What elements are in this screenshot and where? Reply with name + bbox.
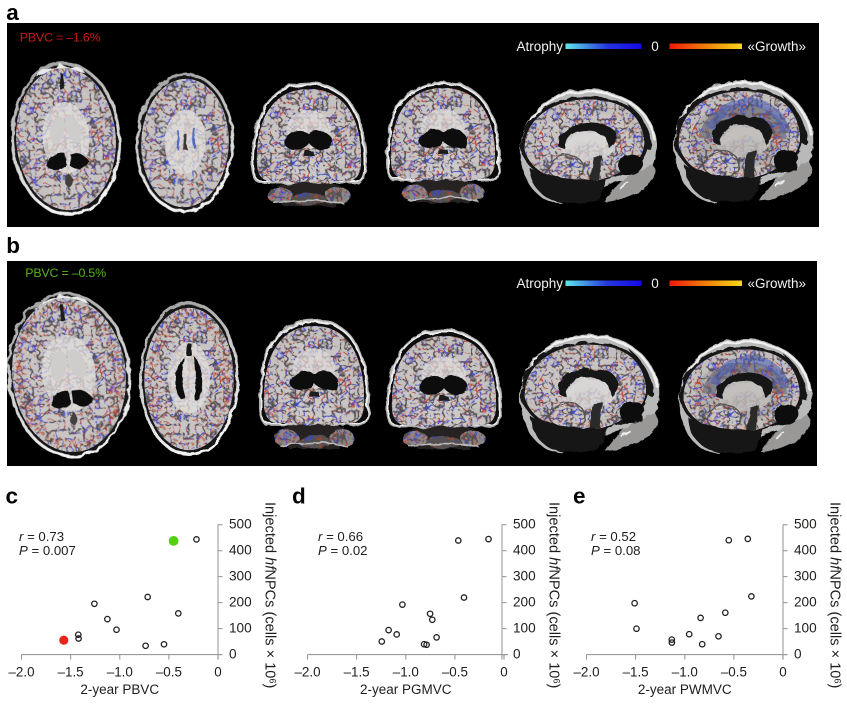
svg-text:–1.5: –1.5 — [58, 665, 84, 680]
svg-text:300: 300 — [794, 569, 817, 584]
svg-text:PBVC = –0.5%: PBVC = –0.5% — [25, 266, 106, 280]
svg-text:Atrophy: Atrophy — [516, 276, 563, 291]
svg-text:a: a — [6, 0, 19, 25]
svg-text:–0.5: –0.5 — [721, 665, 747, 680]
svg-text:Injected hfNPCs (cells × 106): Injected hfNPCs (cells × 106) — [827, 502, 843, 688]
svg-text:100: 100 — [513, 621, 536, 636]
svg-text:100: 100 — [229, 621, 252, 636]
svg-text:2-year PBVC: 2-year PBVC — [80, 682, 159, 697]
svg-text:0: 0 — [214, 665, 221, 680]
svg-text:2-year PGMVC: 2-year PGMVC — [360, 682, 452, 697]
svg-text:400: 400 — [794, 543, 817, 558]
svg-text:e: e — [573, 484, 586, 509]
svg-text:0: 0 — [229, 647, 237, 662]
svg-text:r = 0.66: r = 0.66 — [318, 529, 363, 544]
svg-text:PBVC = –1.6%: PBVC = –1.6% — [20, 31, 101, 45]
svg-text:2-year PWMVC: 2-year PWMVC — [638, 682, 732, 697]
svg-text:–0.5: –0.5 — [442, 665, 468, 680]
svg-text:r = 0.52: r = 0.52 — [591, 529, 636, 544]
svg-text:200: 200 — [794, 595, 817, 610]
svg-text:–1.0: –1.0 — [393, 665, 419, 680]
svg-text:c: c — [6, 484, 19, 509]
svg-text:P = 0.02: P = 0.02 — [318, 543, 368, 558]
svg-text:200: 200 — [229, 595, 252, 610]
svg-text:0: 0 — [500, 665, 507, 680]
svg-text:–1.5: –1.5 — [344, 665, 370, 680]
svg-text:–2.0: –2.0 — [294, 665, 320, 680]
svg-text:200: 200 — [513, 595, 536, 610]
svg-text:r = 0.73: r = 0.73 — [19, 529, 64, 544]
svg-text:d: d — [292, 484, 306, 509]
svg-text:Injected hfNPCs (cells × 106): Injected hfNPCs (cells × 106) — [546, 502, 562, 688]
svg-text:–1.0: –1.0 — [107, 665, 133, 680]
svg-text:300: 300 — [229, 569, 252, 584]
svg-text:500: 500 — [229, 517, 252, 532]
svg-text:P = 0.08: P = 0.08 — [591, 543, 641, 558]
svg-text:100: 100 — [794, 621, 817, 636]
svg-text:0: 0 — [513, 647, 521, 662]
svg-text:b: b — [6, 233, 20, 258]
svg-text:Atrophy: Atrophy — [516, 39, 563, 54]
svg-text:500: 500 — [513, 517, 536, 532]
svg-text:400: 400 — [229, 543, 252, 558]
svg-text:400: 400 — [513, 543, 536, 558]
svg-text:«Growth»: «Growth» — [748, 39, 807, 54]
svg-text:0: 0 — [794, 647, 802, 662]
svg-text:0: 0 — [651, 276, 659, 291]
svg-text:300: 300 — [513, 569, 536, 584]
svg-text:–2.0: –2.0 — [573, 665, 599, 680]
svg-text:–1.5: –1.5 — [623, 665, 649, 680]
svg-text:0: 0 — [779, 665, 786, 680]
svg-text:P = 0.007: P = 0.007 — [19, 543, 76, 558]
svg-text:«Growth»: «Growth» — [748, 276, 807, 291]
svg-text:0: 0 — [651, 39, 659, 54]
svg-text:500: 500 — [794, 517, 817, 532]
svg-text:Injected hfNPCs (cells × 106): Injected hfNPCs (cells × 106) — [262, 502, 278, 688]
svg-text:–2.0: –2.0 — [8, 665, 34, 680]
svg-text:–0.5: –0.5 — [156, 665, 182, 680]
svg-text:–1.0: –1.0 — [672, 665, 698, 680]
